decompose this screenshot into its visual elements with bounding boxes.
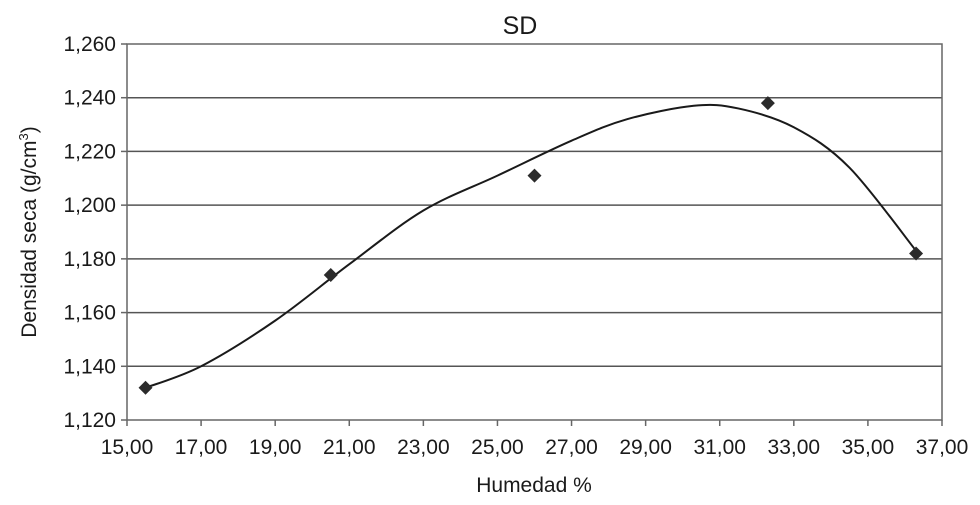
data-point bbox=[138, 380, 153, 395]
y-axis-ticks: 1,120 1,140 1,160 1,180 1,200 1,220 1,240 1,260 bbox=[63, 33, 127, 432]
data-point bbox=[323, 267, 338, 282]
trendline bbox=[145, 103, 917, 389]
y-axis-title-main: Densidad seca (g/cm bbox=[18, 140, 41, 337]
data-point bbox=[527, 168, 542, 183]
data-points bbox=[138, 96, 924, 395]
x-tick-label: 35,00 bbox=[842, 436, 895, 459]
x-tick-label: 25,00 bbox=[471, 436, 524, 459]
y-axis-title-superscript: 3 bbox=[16, 133, 31, 140]
y-tick-label: 1,200 bbox=[63, 194, 116, 217]
y-tick-label: 1,220 bbox=[63, 140, 116, 163]
x-tick-label: 19,00 bbox=[249, 436, 302, 459]
y-tick-label: 1,260 bbox=[63, 33, 116, 56]
x-tick-label: 37,00 bbox=[916, 436, 969, 459]
grid-lines bbox=[127, 96, 942, 368]
x-axis-ticks: 15,00 17,00 19,00 21,00 23,00 25,00 27,00 29,00… bbox=[101, 420, 969, 459]
y-tick-label: 1,120 bbox=[63, 409, 116, 432]
x-axis-title: Humedad % bbox=[476, 474, 592, 497]
x-tick-label: 33,00 bbox=[768, 436, 821, 459]
y-tick-label: 1,240 bbox=[63, 87, 116, 110]
y-tick-label: 1,140 bbox=[63, 355, 116, 378]
x-tick-label: 29,00 bbox=[619, 436, 672, 459]
plot-frame bbox=[126, 43, 943, 421]
x-tick-label: 15,00 bbox=[101, 436, 154, 459]
data-point bbox=[760, 96, 775, 111]
data-point bbox=[909, 246, 924, 261]
x-tick-label: 17,00 bbox=[175, 436, 228, 459]
chart-title: SD bbox=[503, 12, 538, 40]
y-axis-title-end: ) bbox=[18, 126, 41, 133]
plot-area bbox=[127, 44, 942, 420]
x-tick-label: 23,00 bbox=[397, 436, 450, 459]
x-tick-label: 31,00 bbox=[693, 436, 746, 459]
y-axis-title: Densidad seca (g/cm3) bbox=[16, 126, 41, 338]
y-tick-label: 1,160 bbox=[63, 302, 116, 325]
y-tick-label: 1,180 bbox=[63, 248, 116, 271]
x-tick-label: 21,00 bbox=[323, 436, 376, 459]
x-tick-label: 27,00 bbox=[545, 436, 598, 459]
